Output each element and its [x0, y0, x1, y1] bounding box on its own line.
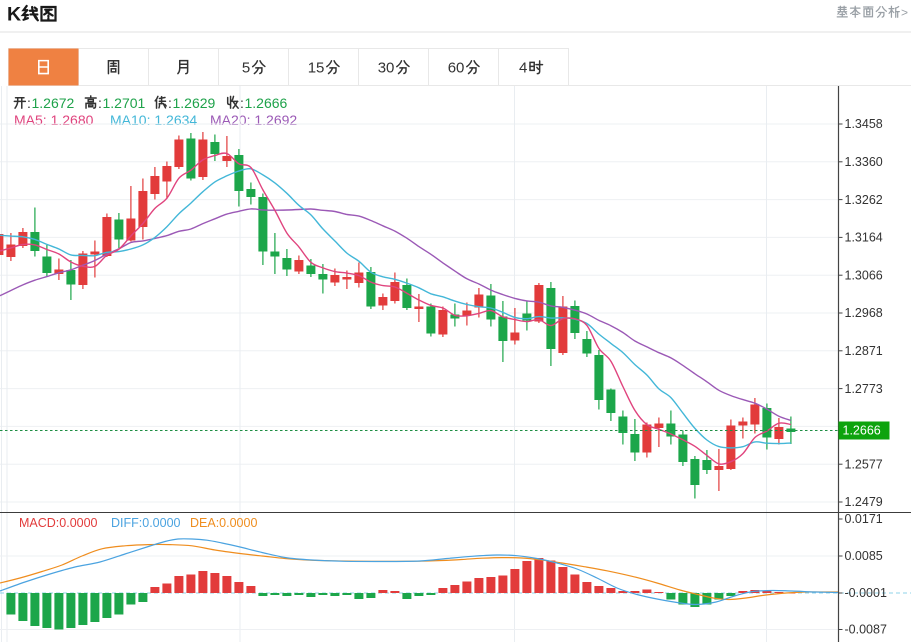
svg-text:1.2666: 1.2666: [245, 95, 288, 111]
svg-text:1.3066: 1.3066: [845, 268, 883, 282]
svg-text:1.2968: 1.2968: [845, 306, 883, 320]
svg-text:1.2577: 1.2577: [845, 457, 883, 471]
svg-text:1.2479: 1.2479: [845, 495, 883, 509]
svg-text:1.3262: 1.3262: [845, 193, 883, 207]
svg-text:4: 4: [519, 60, 527, 77]
svg-text:1.2773: 1.2773: [845, 382, 883, 396]
svg-text:MA20: 1.2692: MA20: 1.2692: [210, 112, 297, 128]
svg-text:0.0085: 0.0085: [845, 549, 883, 563]
svg-text:1.2666: 1.2666: [843, 424, 881, 438]
svg-text:MA5: 1.2680: MA5: 1.2680: [14, 112, 94, 128]
svg-text:1.2672: 1.2672: [32, 95, 75, 111]
svg-text:1.2701: 1.2701: [103, 95, 146, 111]
svg-text::: :: [98, 95, 102, 111]
svg-text:1.2629: 1.2629: [173, 95, 216, 111]
svg-text:-0.0087: -0.0087: [845, 623, 887, 637]
svg-text:1.3458: 1.3458: [845, 117, 883, 131]
svg-text:1.3360: 1.3360: [845, 155, 883, 169]
svg-text:0.0171: 0.0171: [845, 512, 883, 526]
svg-text::: :: [27, 95, 31, 111]
svg-text::: :: [240, 95, 244, 111]
svg-text:DIFF:0.0000: DIFF:0.0000: [111, 516, 181, 530]
svg-text:MACD:0.0000: MACD:0.0000: [19, 516, 98, 530]
svg-text:-0.0001: -0.0001: [845, 586, 887, 600]
svg-text:30: 30: [378, 60, 395, 77]
svg-text:K: K: [7, 4, 21, 26]
svg-text:1.2871: 1.2871: [845, 344, 883, 358]
svg-text:1.3164: 1.3164: [845, 231, 883, 245]
svg-text:60: 60: [448, 60, 465, 77]
svg-text::: :: [168, 95, 172, 111]
svg-text:15: 15: [308, 60, 325, 77]
svg-text:>: >: [901, 6, 908, 20]
svg-text:DEA:0.0000: DEA:0.0000: [190, 516, 257, 530]
svg-text:MA10: 1.2634: MA10: 1.2634: [110, 112, 197, 128]
svg-text:5: 5: [242, 60, 250, 77]
